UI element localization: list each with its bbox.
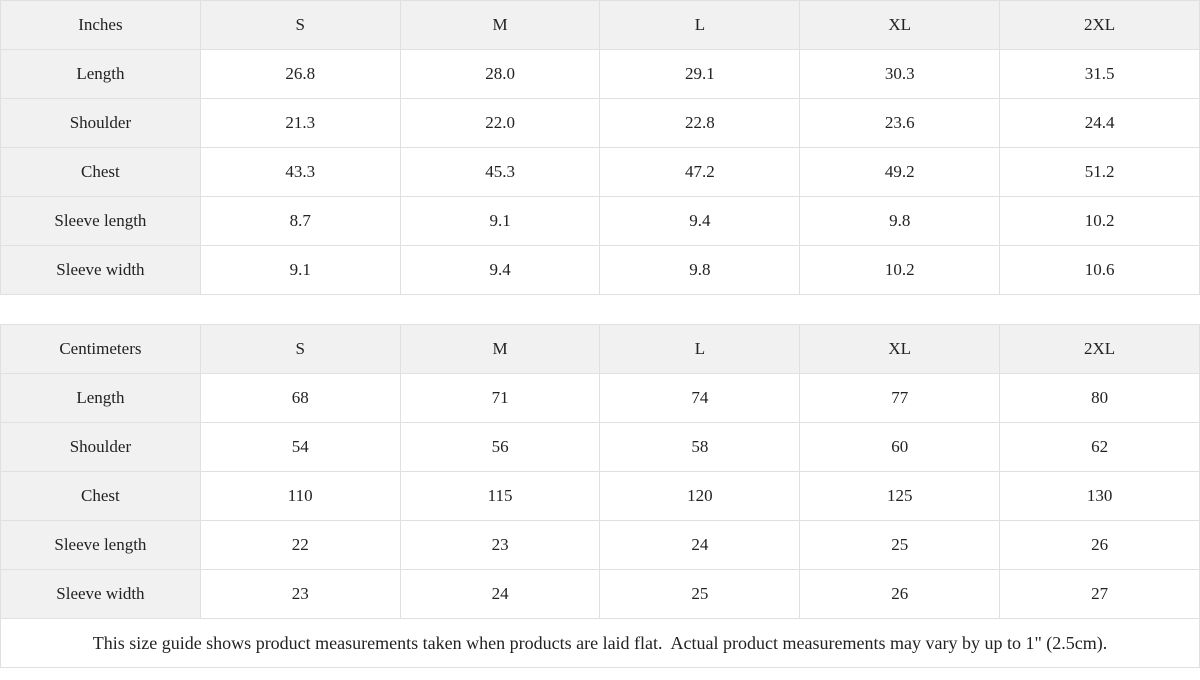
row-label-length: Length	[0, 49, 201, 99]
size-header-xl: XL	[799, 324, 1001, 374]
value-cell: 27	[999, 569, 1200, 619]
value-cell: 23.6	[799, 98, 1001, 148]
value-cell: 80	[999, 373, 1200, 423]
size-header-2xl: 2XL	[999, 0, 1200, 50]
value-cell: 31.5	[999, 49, 1200, 99]
value-cell: 9.1	[399, 196, 601, 246]
size-header-xl: XL	[799, 0, 1001, 50]
value-cell: 26.8	[199, 49, 401, 99]
value-cell: 60	[799, 422, 1001, 472]
value-cell: 24.4	[999, 98, 1200, 148]
value-cell: 125	[799, 471, 1001, 521]
value-cell: 74	[599, 373, 801, 423]
value-cell: 10.6	[999, 245, 1200, 295]
value-cell: 23	[199, 569, 401, 619]
value-cell: 9.8	[599, 245, 801, 295]
table-gap	[0, 295, 1200, 324]
table-row-sleeve-width: Sleeve width 9.1 9.4 9.8 10.2 10.6	[0, 245, 1200, 295]
row-label-chest: Chest	[0, 147, 201, 197]
value-cell: 22.8	[599, 98, 801, 148]
table-row-sleeve-length: Sleeve length 8.7 9.1 9.4 9.8 10.2	[0, 196, 1200, 246]
row-label-length: Length	[0, 373, 201, 423]
value-cell: 24	[399, 569, 601, 619]
value-cell: 22	[199, 520, 401, 570]
unit-header-inches: Inches	[0, 0, 201, 50]
value-cell: 47.2	[599, 147, 801, 197]
table-row-chest: Chest 43.3 45.3 47.2 49.2 51.2	[0, 147, 1200, 197]
table-row-length: Length 26.8 28.0 29.1 30.3 31.5	[0, 49, 1200, 99]
size-header-2xl: 2XL	[999, 324, 1200, 374]
table-row-sleeve-length: Sleeve length 22 23 24 25 26	[0, 520, 1200, 570]
value-cell: 22.0	[399, 98, 601, 148]
value-cell: 10.2	[799, 245, 1001, 295]
row-label-shoulder: Shoulder	[0, 422, 201, 472]
value-cell: 29.1	[599, 49, 801, 99]
row-label-sleeve-length: Sleeve length	[0, 520, 201, 570]
value-cell: 49.2	[799, 147, 1001, 197]
value-cell: 51.2	[999, 147, 1200, 197]
value-cell: 28.0	[399, 49, 601, 99]
table-row-sleeve-width: Sleeve width 23 24 25 26 27	[0, 569, 1200, 619]
size-header-s: S	[199, 324, 401, 374]
value-cell: 10.2	[999, 196, 1200, 246]
value-cell: 30.3	[799, 49, 1001, 99]
value-cell: 24	[599, 520, 801, 570]
header-row: Inches S M L XL 2XL	[0, 0, 1200, 50]
value-cell: 68	[199, 373, 401, 423]
value-cell: 8.7	[199, 196, 401, 246]
row-label-shoulder: Shoulder	[0, 98, 201, 148]
size-header-l: L	[599, 324, 801, 374]
row-label-chest: Chest	[0, 471, 201, 521]
value-cell: 54	[199, 422, 401, 472]
size-table-inches: Inches S M L XL 2XL Length 26.8 28.0 29.…	[0, 0, 1200, 295]
value-cell: 25	[799, 520, 1001, 570]
row-label-sleeve-length: Sleeve length	[0, 196, 201, 246]
size-guide-note: This size guide shows product measuremen…	[0, 619, 1200, 668]
value-cell: 9.4	[399, 245, 601, 295]
table-row-shoulder: Shoulder 54 56 58 60 62	[0, 422, 1200, 472]
value-cell: 9.8	[799, 196, 1001, 246]
value-cell: 56	[399, 422, 601, 472]
value-cell: 25	[599, 569, 801, 619]
value-cell: 9.4	[599, 196, 801, 246]
value-cell: 58	[599, 422, 801, 472]
unit-header-centimeters: Centimeters	[0, 324, 201, 374]
value-cell: 130	[999, 471, 1200, 521]
size-header-s: S	[199, 0, 401, 50]
value-cell: 45.3	[399, 147, 601, 197]
value-cell: 26	[799, 569, 1001, 619]
value-cell: 120	[599, 471, 801, 521]
header-row: Centimeters S M L XL 2XL	[0, 324, 1200, 374]
value-cell: 9.1	[199, 245, 401, 295]
value-cell: 77	[799, 373, 1001, 423]
row-label-sleeve-width: Sleeve width	[0, 569, 201, 619]
row-label-sleeve-width: Sleeve width	[0, 245, 201, 295]
value-cell: 110	[199, 471, 401, 521]
value-cell: 43.3	[199, 147, 401, 197]
size-header-m: M	[399, 0, 601, 50]
value-cell: 26	[999, 520, 1200, 570]
size-table-centimeters: Centimeters S M L XL 2XL Length 68 71 74…	[0, 324, 1200, 619]
value-cell: 115	[399, 471, 601, 521]
size-header-l: L	[599, 0, 801, 50]
value-cell: 23	[399, 520, 601, 570]
value-cell: 71	[399, 373, 601, 423]
value-cell: 21.3	[199, 98, 401, 148]
table-row-chest: Chest 110 115 120 125 130	[0, 471, 1200, 521]
value-cell: 62	[999, 422, 1200, 472]
size-header-m: M	[399, 324, 601, 374]
table-row-shoulder: Shoulder 21.3 22.0 22.8 23.6 24.4	[0, 98, 1200, 148]
table-row-length: Length 68 71 74 77 80	[0, 373, 1200, 423]
